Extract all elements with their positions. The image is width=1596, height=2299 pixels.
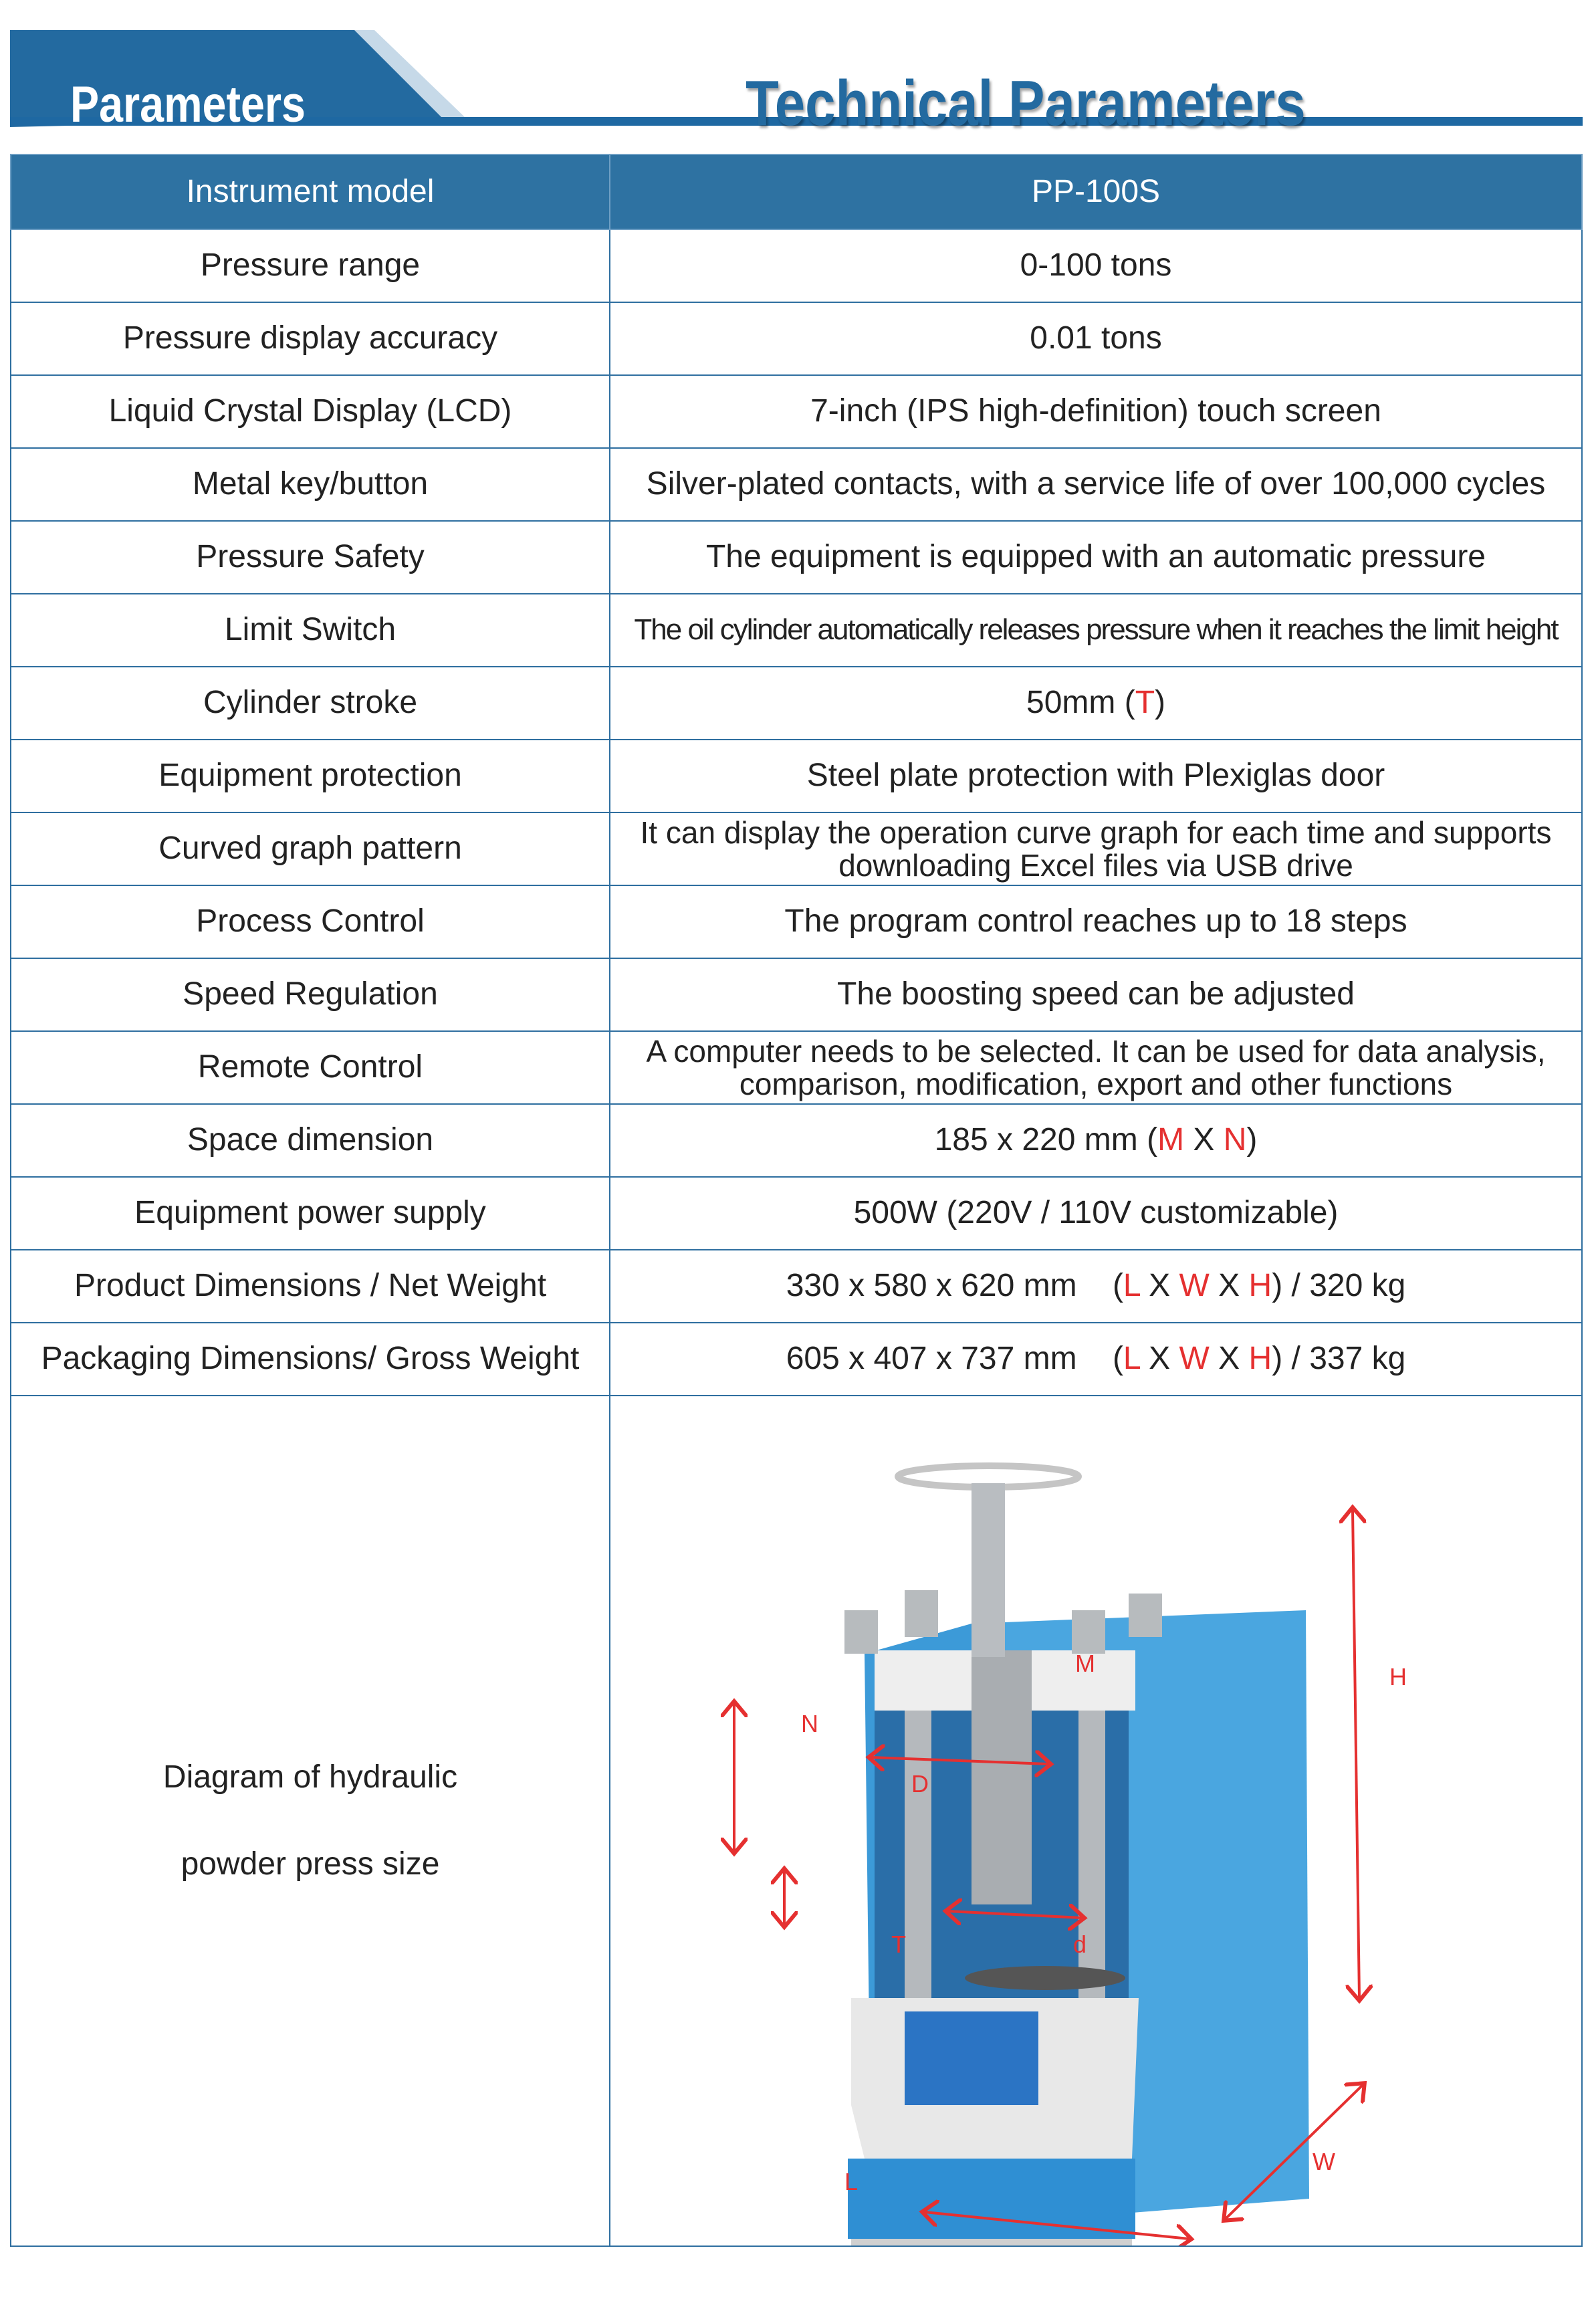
- table-row: Packaging Dimensions/ Gross Weight 605 x…: [10, 1322, 1583, 1396]
- dim-letter: H: [1248, 1268, 1272, 1304]
- value-text: ) / 337 kg: [1272, 1341, 1406, 1377]
- row-value: 605 x 407 x 737 mm (L X W X H) / 337 kg: [609, 1322, 1583, 1396]
- row-value: 50mm (T): [609, 666, 1583, 740]
- dim-letter: T: [1135, 685, 1155, 721]
- row-value: 500W (220V / 110V customizable): [609, 1176, 1583, 1250]
- value-text: ) / 320 kg: [1272, 1268, 1406, 1304]
- hydraulic-press-illustration: [610, 1462, 1593, 2246]
- table-row: Liquid Crystal Display (LCD) 7-inch (IPS …: [10, 374, 1583, 449]
- row-value: The equipment is equipped with an automa…: [609, 520, 1583, 594]
- table-row: Equipment power supply 500W (220V / 110V …: [10, 1176, 1583, 1250]
- row-label: Equipment protection: [10, 739, 610, 813]
- row-value: The boosting speed can be adjusted: [609, 958, 1583, 1032]
- dim-label-d-upper: D: [911, 1770, 929, 1797]
- dim-letter: L: [1123, 1268, 1140, 1304]
- value-line: A computer needs to be selected. It can …: [646, 1034, 1546, 1069]
- row-label: Metal key/button: [10, 447, 610, 522]
- row-value: 0.01 tons: [609, 302, 1583, 376]
- table-row: Remote Control A computer needs to be se…: [10, 1030, 1583, 1105]
- dim-letter: M: [1157, 1122, 1185, 1158]
- table-header-row: Instrument model PP-100S: [10, 154, 1583, 230]
- dim-letter: W: [1179, 1341, 1210, 1377]
- value-text: 330 x 580 x 620 mm (: [786, 1268, 1123, 1304]
- value-text: ): [1155, 685, 1165, 721]
- header-value: PP-100S: [609, 154, 1583, 230]
- row-label: Remote Control: [10, 1030, 610, 1105]
- value-text: X: [1184, 1122, 1224, 1158]
- dim-label-w: W: [1313, 2148, 1335, 2175]
- table-row: Curved graph pattern It can display the …: [10, 812, 1583, 886]
- row-label: Process Control: [10, 885, 610, 959]
- row-label: Product Dimensions / Net Weight: [10, 1249, 610, 1323]
- diagram-row: Diagram of hydraulic powder press size: [10, 1395, 1583, 2247]
- value-text: 605 x 407 x 737 mm (: [786, 1341, 1123, 1377]
- diagram-label: Diagram of hydraulic powder press size: [10, 1395, 610, 2247]
- table-row: Pressure range 0-100 tons: [10, 229, 1583, 303]
- header-tab-label: Parameters: [70, 76, 306, 133]
- dim-label-t: T: [891, 1931, 906, 1958]
- dim-label-m: M: [1075, 1650, 1095, 1677]
- row-label: Equipment power supply: [10, 1176, 610, 1250]
- value-text: X: [1139, 1268, 1179, 1304]
- row-value: 330 x 580 x 620 mm (L X W X H) / 320 kg: [609, 1249, 1583, 1323]
- dim-label-n: N: [801, 1710, 818, 1737]
- row-label: Pressure Safety: [10, 520, 610, 594]
- value-text: X: [1209, 1341, 1249, 1377]
- section-header: Parameters Technical Parameters: [10, 30, 1583, 139]
- table-row: Space dimension 185 x 220 mm (M X N): [10, 1103, 1583, 1178]
- value-text: X: [1209, 1268, 1249, 1304]
- row-value: The program control reaches up to 18 ste…: [609, 885, 1583, 959]
- row-label: Cylinder stroke: [10, 666, 610, 740]
- table-row: Product Dimensions / Net Weight 330 x 58…: [10, 1249, 1583, 1323]
- value-text: ): [1246, 1122, 1258, 1158]
- table-row: Metal key/button Silver-plated contacts, …: [10, 447, 1583, 522]
- value-line: downloading Excel files via USB drive: [838, 847, 1353, 883]
- table-row: Pressure Safety The equipment is equipped…: [10, 520, 1583, 594]
- dim-letter: N: [1223, 1122, 1247, 1158]
- page-title: Technical Parameters: [746, 68, 1306, 139]
- value-text: 185 x 220 mm (: [934, 1122, 1158, 1158]
- diagram-label-line: Diagram of hydraulic: [162, 1759, 458, 1795]
- dim-label-h: H: [1389, 1663, 1407, 1690]
- value-line: It can display the operation curve graph…: [640, 815, 1552, 851]
- value-text: X: [1139, 1341, 1179, 1377]
- header-label: Instrument model: [10, 154, 610, 230]
- value-line: comparison, modification, export and oth…: [739, 1066, 1453, 1101]
- value-text: 50mm (: [1026, 685, 1135, 721]
- table-row: Speed Regulation The boosting speed can b…: [10, 958, 1583, 1032]
- row-value: 7-inch (IPS high-definition) touch scree…: [609, 374, 1583, 449]
- row-label: Pressure display accuracy: [10, 302, 610, 376]
- row-label: Liquid Crystal Display (LCD): [10, 374, 610, 449]
- parameters-table: Instrument model PP-100S Pressure range 0…: [10, 154, 1583, 2247]
- row-label: Curved graph pattern: [10, 812, 610, 886]
- row-label: Space dimension: [10, 1103, 610, 1178]
- press-diagram: M N D T d H W L: [610, 1396, 1581, 2246]
- row-value: Silver-plated contacts, with a service l…: [609, 447, 1583, 522]
- dim-letter: L: [1123, 1341, 1140, 1377]
- table-row: Pressure display accuracy 0.01 tons: [10, 302, 1583, 376]
- diagram-label-line: powder press size: [181, 1846, 440, 1882]
- row-label: Pressure range: [10, 229, 610, 303]
- table-row: Cylinder stroke 50mm (T): [10, 666, 1583, 740]
- header-banner: [10, 30, 1583, 127]
- table-row: Process Control The program control reach…: [10, 885, 1583, 959]
- dim-label-d-lower: d: [1073, 1931, 1087, 1958]
- row-value: The oil cylinder automatically releases …: [609, 593, 1583, 667]
- row-label: Speed Regulation: [10, 958, 610, 1032]
- diagram-cell: M N D T d H W L: [609, 1395, 1583, 2247]
- row-value: A computer needs to be selected. It can …: [609, 1030, 1583, 1105]
- dim-letter: H: [1248, 1341, 1272, 1377]
- dim-letter: W: [1179, 1268, 1210, 1304]
- table-row: Limit Switch The oil cylinder automatical…: [10, 593, 1583, 667]
- row-value: 0-100 tons: [609, 229, 1583, 303]
- table-row: Equipment protection Steel plate protecti…: [10, 739, 1583, 813]
- dim-label-l: L: [844, 2168, 859, 2195]
- row-label: Packaging Dimensions/ Gross Weight: [10, 1322, 610, 1396]
- row-value: It can display the operation curve graph…: [609, 812, 1583, 886]
- row-value: 185 x 220 mm (M X N): [609, 1103, 1583, 1178]
- row-label: Limit Switch: [10, 593, 610, 667]
- row-value: Steel plate protection with Plexiglas do…: [609, 739, 1583, 813]
